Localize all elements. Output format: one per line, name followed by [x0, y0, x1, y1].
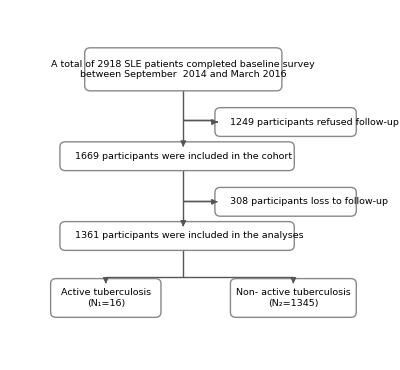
- Text: Active tuberculosis
(N₁=16): Active tuberculosis (N₁=16): [61, 288, 151, 308]
- Text: 308 participants loss to follow-up: 308 participants loss to follow-up: [230, 197, 388, 206]
- Text: 1361 participants were included in the analyses: 1361 participants were included in the a…: [75, 232, 304, 240]
- FancyBboxPatch shape: [60, 142, 294, 171]
- FancyBboxPatch shape: [215, 188, 356, 216]
- Text: 1249 participants refused follow-up: 1249 participants refused follow-up: [230, 118, 399, 127]
- FancyBboxPatch shape: [60, 222, 294, 250]
- Text: A total of 2918 SLE patients completed baseline survey
between September  2014 a: A total of 2918 SLE patients completed b…: [52, 60, 315, 79]
- FancyBboxPatch shape: [51, 279, 161, 317]
- FancyBboxPatch shape: [215, 108, 356, 137]
- Text: Non- active tuberculosis
(N₂=1345): Non- active tuberculosis (N₂=1345): [236, 288, 351, 308]
- Text: 1669 participants were included in the cohort: 1669 participants were included in the c…: [75, 152, 292, 161]
- FancyBboxPatch shape: [230, 279, 356, 317]
- FancyBboxPatch shape: [85, 48, 282, 91]
